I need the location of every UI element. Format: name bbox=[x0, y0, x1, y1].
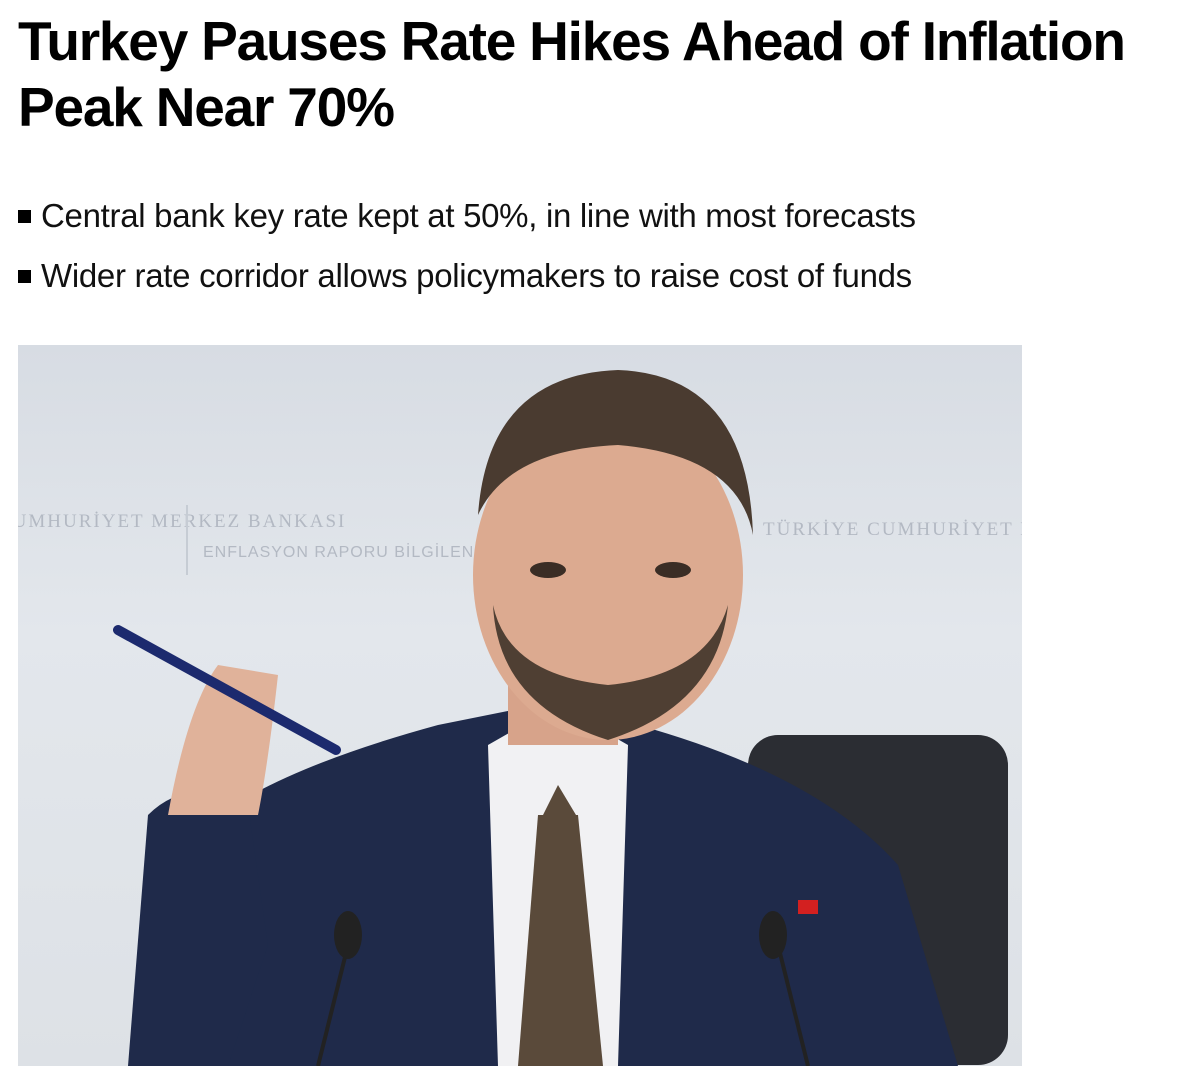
bullet-item: Central bank key rate kept at 50%, in li… bbox=[18, 186, 916, 246]
bullet-text: Wider rate corridor allows policymakers … bbox=[41, 257, 912, 294]
summary-bullets: Central bank key rate kept at 50%, in li… bbox=[18, 186, 916, 306]
bullet-square-icon bbox=[18, 269, 31, 283]
flag-pin bbox=[798, 900, 818, 914]
bullet-item: Wider rate corridor allows policymakers … bbox=[18, 246, 916, 306]
photo-illustration: CUMHURİYET MERKEZ BANKASI ENFLASYON RAPO… bbox=[18, 370, 1022, 1066]
headline: Turkey Pauses Rate Hikes Ahead of Inflat… bbox=[18, 10, 1126, 138]
bullet-text: Central bank key rate kept at 50%, in li… bbox=[41, 197, 916, 234]
microphone-left bbox=[334, 911, 362, 959]
backdrop-text-bank-left: CUMHURİYET MERKEZ BANKASI bbox=[18, 511, 346, 532]
article-photo: CUMHURİYET MERKEZ BANKASI ENFLASYON RAPO… bbox=[18, 345, 1022, 1066]
microphone-right bbox=[759, 911, 787, 959]
backdrop-text-bank-right: TÜRKİYE CUMHURİYET MERKEZ BANKASI bbox=[763, 519, 1022, 540]
pen bbox=[113, 625, 341, 755]
backdrop-logos: CUMHURİYET MERKEZ BANKASI ENFLASYON RAPO… bbox=[18, 505, 1022, 575]
bullet-square-icon bbox=[18, 209, 31, 223]
